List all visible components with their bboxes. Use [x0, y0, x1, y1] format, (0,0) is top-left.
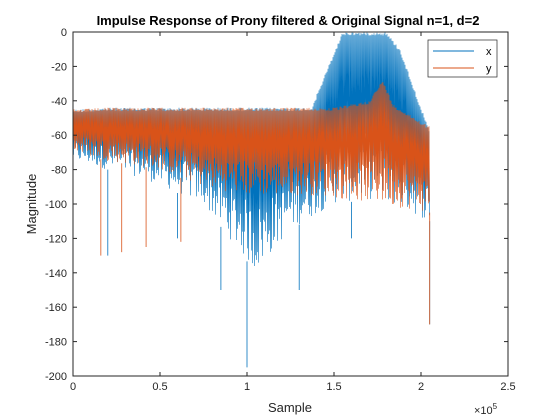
chart-title: Impulse Response of Prony filtered & Ori… — [97, 13, 480, 28]
y-axis-label: Magnitude — [24, 174, 39, 235]
legend-label-x: x — [486, 46, 492, 58]
series-y-line — [73, 82, 430, 211]
x-exponent-label: ×105 — [474, 402, 498, 417]
y-tick-label: -60 — [51, 130, 67, 142]
y-tick-label: -180 — [45, 337, 67, 349]
x-tick-label: 1 — [244, 381, 250, 393]
legend-box — [427, 39, 498, 78]
legend: x y — [427, 39, 498, 78]
y-tick-label: -80 — [51, 165, 67, 177]
y-tick-label: -100 — [45, 199, 67, 211]
x-exponent-base: ×10 — [474, 405, 493, 417]
x-tick-label: 2.5 — [500, 381, 515, 393]
series-layer — [73, 32, 431, 368]
y-tick-label: -120 — [45, 233, 67, 245]
y-tick-label: -20 — [51, 61, 67, 73]
x-tick-label: 0 — [70, 381, 76, 393]
x-tick-label: 2 — [418, 381, 424, 393]
x-tick-label: 0.5 — [152, 381, 167, 393]
legend-label-y: y — [486, 63, 492, 75]
y-tick-label: 0 — [61, 27, 67, 39]
y-tick-label: -140 — [45, 268, 67, 280]
ticks-layer: 0 0.5 1 1.5 2 2.5 0 -20 -40 -60 -80 -100 -120 -140 -16… — [45, 27, 516, 393]
y-tick-label: -200 — [45, 371, 67, 383]
x-tick-label: 1.5 — [326, 381, 341, 393]
x-axis-label: Sample — [268, 400, 312, 415]
y-tick-label: -160 — [45, 302, 67, 314]
x-exponent-power: 5 — [493, 402, 498, 411]
y-tick-label: -40 — [51, 96, 67, 108]
